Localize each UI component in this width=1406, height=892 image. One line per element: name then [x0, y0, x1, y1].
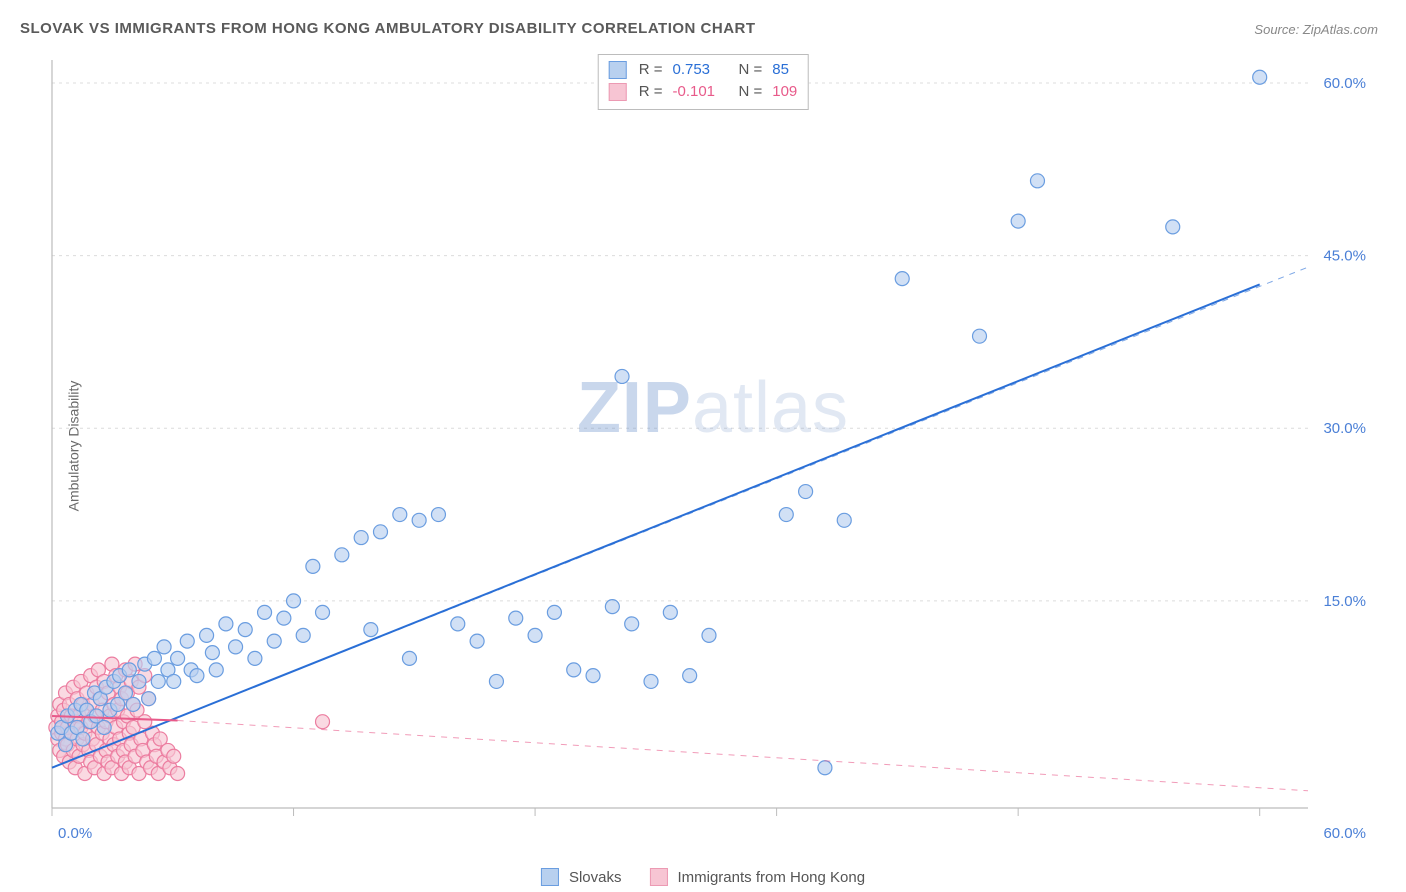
r-label: R = [639, 59, 663, 81]
legend-item-hongkong: Immigrants from Hong Kong [649, 868, 865, 886]
swatch-blue-icon [609, 61, 627, 79]
svg-text:60.0%: 60.0% [1323, 75, 1366, 92]
r-label: R = [639, 81, 663, 103]
n-value-slovaks: 85 [772, 59, 789, 81]
legend-label-slovaks: Slovaks [569, 869, 622, 886]
plot-svg: 15.0% 30.0% 45.0% 60.0% 0.0% 60.0% [48, 52, 1378, 842]
n-label: N = [738, 81, 762, 103]
chart-title: SLOVAK VS IMMIGRANTS FROM HONG KONG AMBU… [20, 20, 756, 37]
correlation-row-slovaks: R = 0.753 N = 85 [609, 59, 798, 81]
svg-text:60.0%: 60.0% [1323, 825, 1366, 842]
r-value-hongkong: -0.101 [672, 81, 728, 103]
swatch-pink-icon [609, 83, 627, 101]
correlation-legend: R = 0.753 N = 85 R = -0.101 N = 109 [598, 54, 809, 110]
n-value-hongkong: 109 [772, 81, 797, 103]
bottom-legend: Slovaks Immigrants from Hong Kong [541, 868, 865, 886]
correlation-row-hongkong: R = -0.101 N = 109 [609, 81, 798, 103]
svg-text:0.0%: 0.0% [58, 825, 92, 842]
source-label: Source: [1254, 22, 1299, 37]
svg-text:15.0%: 15.0% [1323, 593, 1366, 610]
swatch-blue-icon [541, 868, 559, 886]
source-name: ZipAtlas.com [1303, 22, 1378, 37]
n-label: N = [738, 59, 762, 81]
legend-label-hongkong: Immigrants from Hong Kong [677, 869, 865, 886]
svg-text:45.0%: 45.0% [1323, 248, 1366, 265]
source-attribution: Source: ZipAtlas.com [1254, 22, 1378, 37]
swatch-pink-icon [649, 868, 667, 886]
legend-item-slovaks: Slovaks [541, 868, 622, 886]
scatter-plot: 15.0%30.0%45.0%60.0%0.0%60.0% ZIPatlas [48, 52, 1378, 842]
r-value-slovaks: 0.753 [672, 59, 728, 81]
svg-text:30.0%: 30.0% [1323, 420, 1366, 437]
